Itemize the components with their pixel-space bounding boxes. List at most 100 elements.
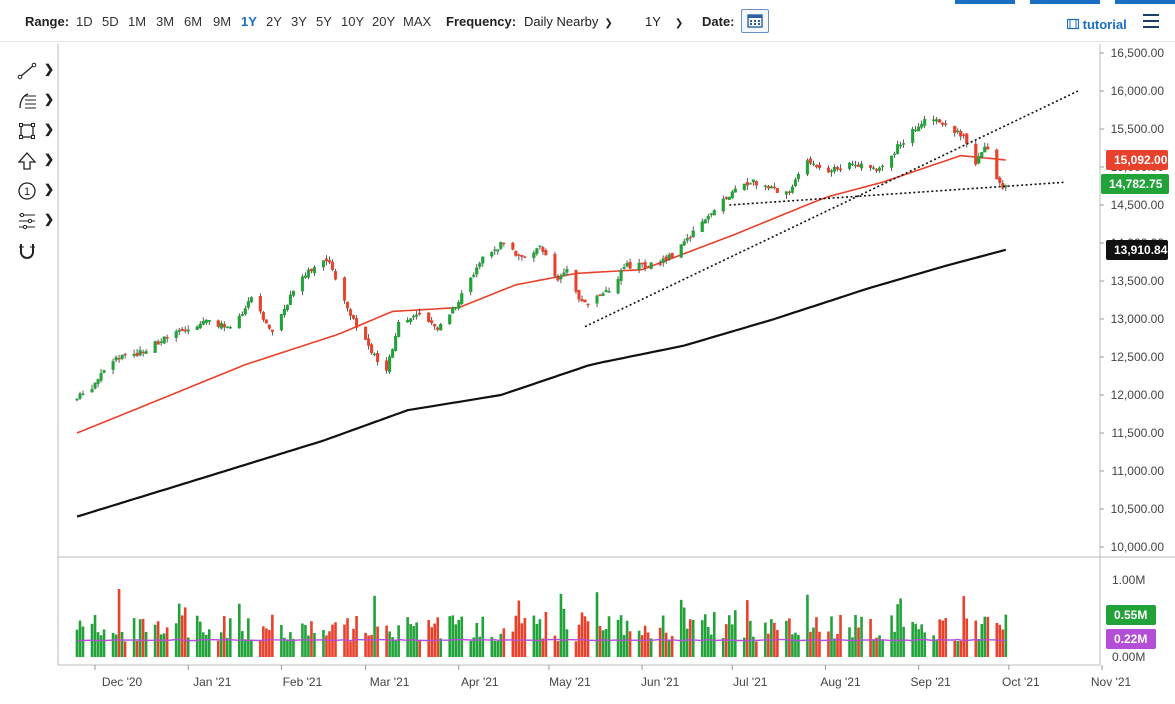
candle [165, 336, 169, 339]
candle [658, 263, 662, 265]
volume-bar [911, 621, 914, 657]
volume-bar [809, 631, 812, 657]
range-9m-button[interactable]: 9M [213, 14, 232, 29]
candle [775, 187, 779, 193]
volume-bar [839, 614, 842, 657]
volume-bar [120, 631, 124, 657]
volume-bar [523, 618, 527, 657]
candle [174, 331, 178, 338]
candle [700, 221, 704, 233]
x-tick-label: Jul '21 [733, 675, 768, 689]
candle [706, 216, 710, 220]
volume-bar [418, 640, 421, 657]
volume-bar [556, 641, 560, 657]
volume-bar [622, 635, 626, 657]
volume-bar [637, 630, 641, 657]
y-tick-label: 16,000.00 [1111, 84, 1165, 98]
range-10y-button[interactable]: 10Y [341, 14, 365, 29]
candle [177, 330, 181, 332]
volume-bar [607, 616, 611, 657]
candle [640, 262, 644, 265]
volume-bar [953, 640, 957, 657]
volume-tick-label: 1.00M [1112, 573, 1145, 587]
volume-bar [367, 635, 370, 657]
volume-bar [664, 632, 668, 657]
range-1m-button[interactable]: 1M [128, 14, 147, 29]
candle [685, 238, 689, 241]
calendar-button[interactable] [741, 9, 769, 33]
tool-magnet[interactable] [14, 240, 54, 262]
candle [457, 302, 461, 309]
volume-bar [869, 618, 872, 657]
range-1y-button[interactable]: 1Y [241, 14, 257, 29]
candle [288, 294, 292, 305]
tool-arrow[interactable]: ❯ [14, 150, 54, 172]
volume-bar [941, 620, 945, 657]
candle [553, 253, 557, 277]
candle [790, 186, 794, 193]
range-3y-button[interactable]: 3Y [291, 14, 307, 29]
volume-bar [749, 620, 752, 657]
range-6m-button[interactable]: 6M [184, 14, 203, 29]
range-5d-button[interactable]: 5D [102, 14, 119, 29]
candle [219, 322, 223, 329]
frequency-dropdown[interactable]: Daily Nearby ❯ [524, 14, 613, 32]
volume-bar [703, 614, 707, 657]
y-tick-label: 12,000.00 [1111, 388, 1165, 402]
volume-bar [349, 641, 352, 657]
volume-bar [201, 632, 205, 657]
period-dropdown[interactable]: 1Y ❯ [645, 14, 683, 32]
volume-bar [770, 619, 773, 657]
candle [532, 252, 536, 259]
y-tick-label: 11,500.00 [1112, 426, 1165, 440]
volume-bar [310, 621, 313, 657]
tool-pitchfork[interactable]: ❯ [14, 210, 54, 232]
range-20y-button[interactable]: 20Y [372, 14, 396, 29]
candle [162, 336, 166, 344]
tool-trendline[interactable]: ❯ [14, 60, 54, 82]
volume-bar [640, 635, 644, 657]
volume-bar [496, 640, 500, 657]
tutorial-link[interactable]: tutorial [1066, 17, 1127, 32]
range-3m-button[interactable]: 3M [156, 14, 175, 29]
x-tick-label: Dec '20 [102, 675, 143, 689]
candle [364, 326, 368, 340]
range-5y-button[interactable]: 5Y [316, 14, 332, 29]
chevron-down-icon: ❯ [604, 18, 613, 29]
volume-bar [454, 624, 458, 657]
candle [520, 255, 524, 257]
range-1d-button[interactable]: 1D [76, 14, 93, 29]
candle [580, 299, 584, 302]
volume-bar [385, 625, 388, 657]
candle [258, 295, 262, 312]
volume-bar [788, 618, 791, 657]
volume-bar [355, 616, 358, 657]
volume-bar [890, 615, 893, 657]
volume-bar [682, 607, 686, 657]
tool-number-marker[interactable]: 1 ❯ [14, 180, 54, 202]
candle [748, 183, 752, 185]
volume-bar [616, 619, 620, 657]
range-max-button[interactable]: MAX [403, 14, 432, 29]
menu-icon[interactable] [1143, 14, 1159, 28]
volume-bar [776, 629, 779, 657]
candle [186, 329, 190, 332]
volume-bar [141, 618, 145, 657]
candle [478, 263, 482, 267]
candle [385, 360, 389, 371]
volume-bar [177, 603, 181, 657]
x-tick-label: Jun '21 [641, 675, 680, 689]
tool-rectangle[interactable]: ❯ [14, 120, 54, 142]
candle [586, 303, 590, 306]
candle [433, 324, 437, 327]
tool-fibonacci[interactable]: ❯ [14, 90, 54, 112]
volume-bar [565, 629, 569, 657]
range-2y-button[interactable]: 2Y [266, 14, 282, 29]
volume-bar [815, 617, 818, 657]
candle [625, 263, 629, 267]
candle [565, 269, 569, 273]
volume-bar [99, 635, 103, 657]
candle [541, 247, 545, 252]
volume-bar [265, 628, 268, 657]
